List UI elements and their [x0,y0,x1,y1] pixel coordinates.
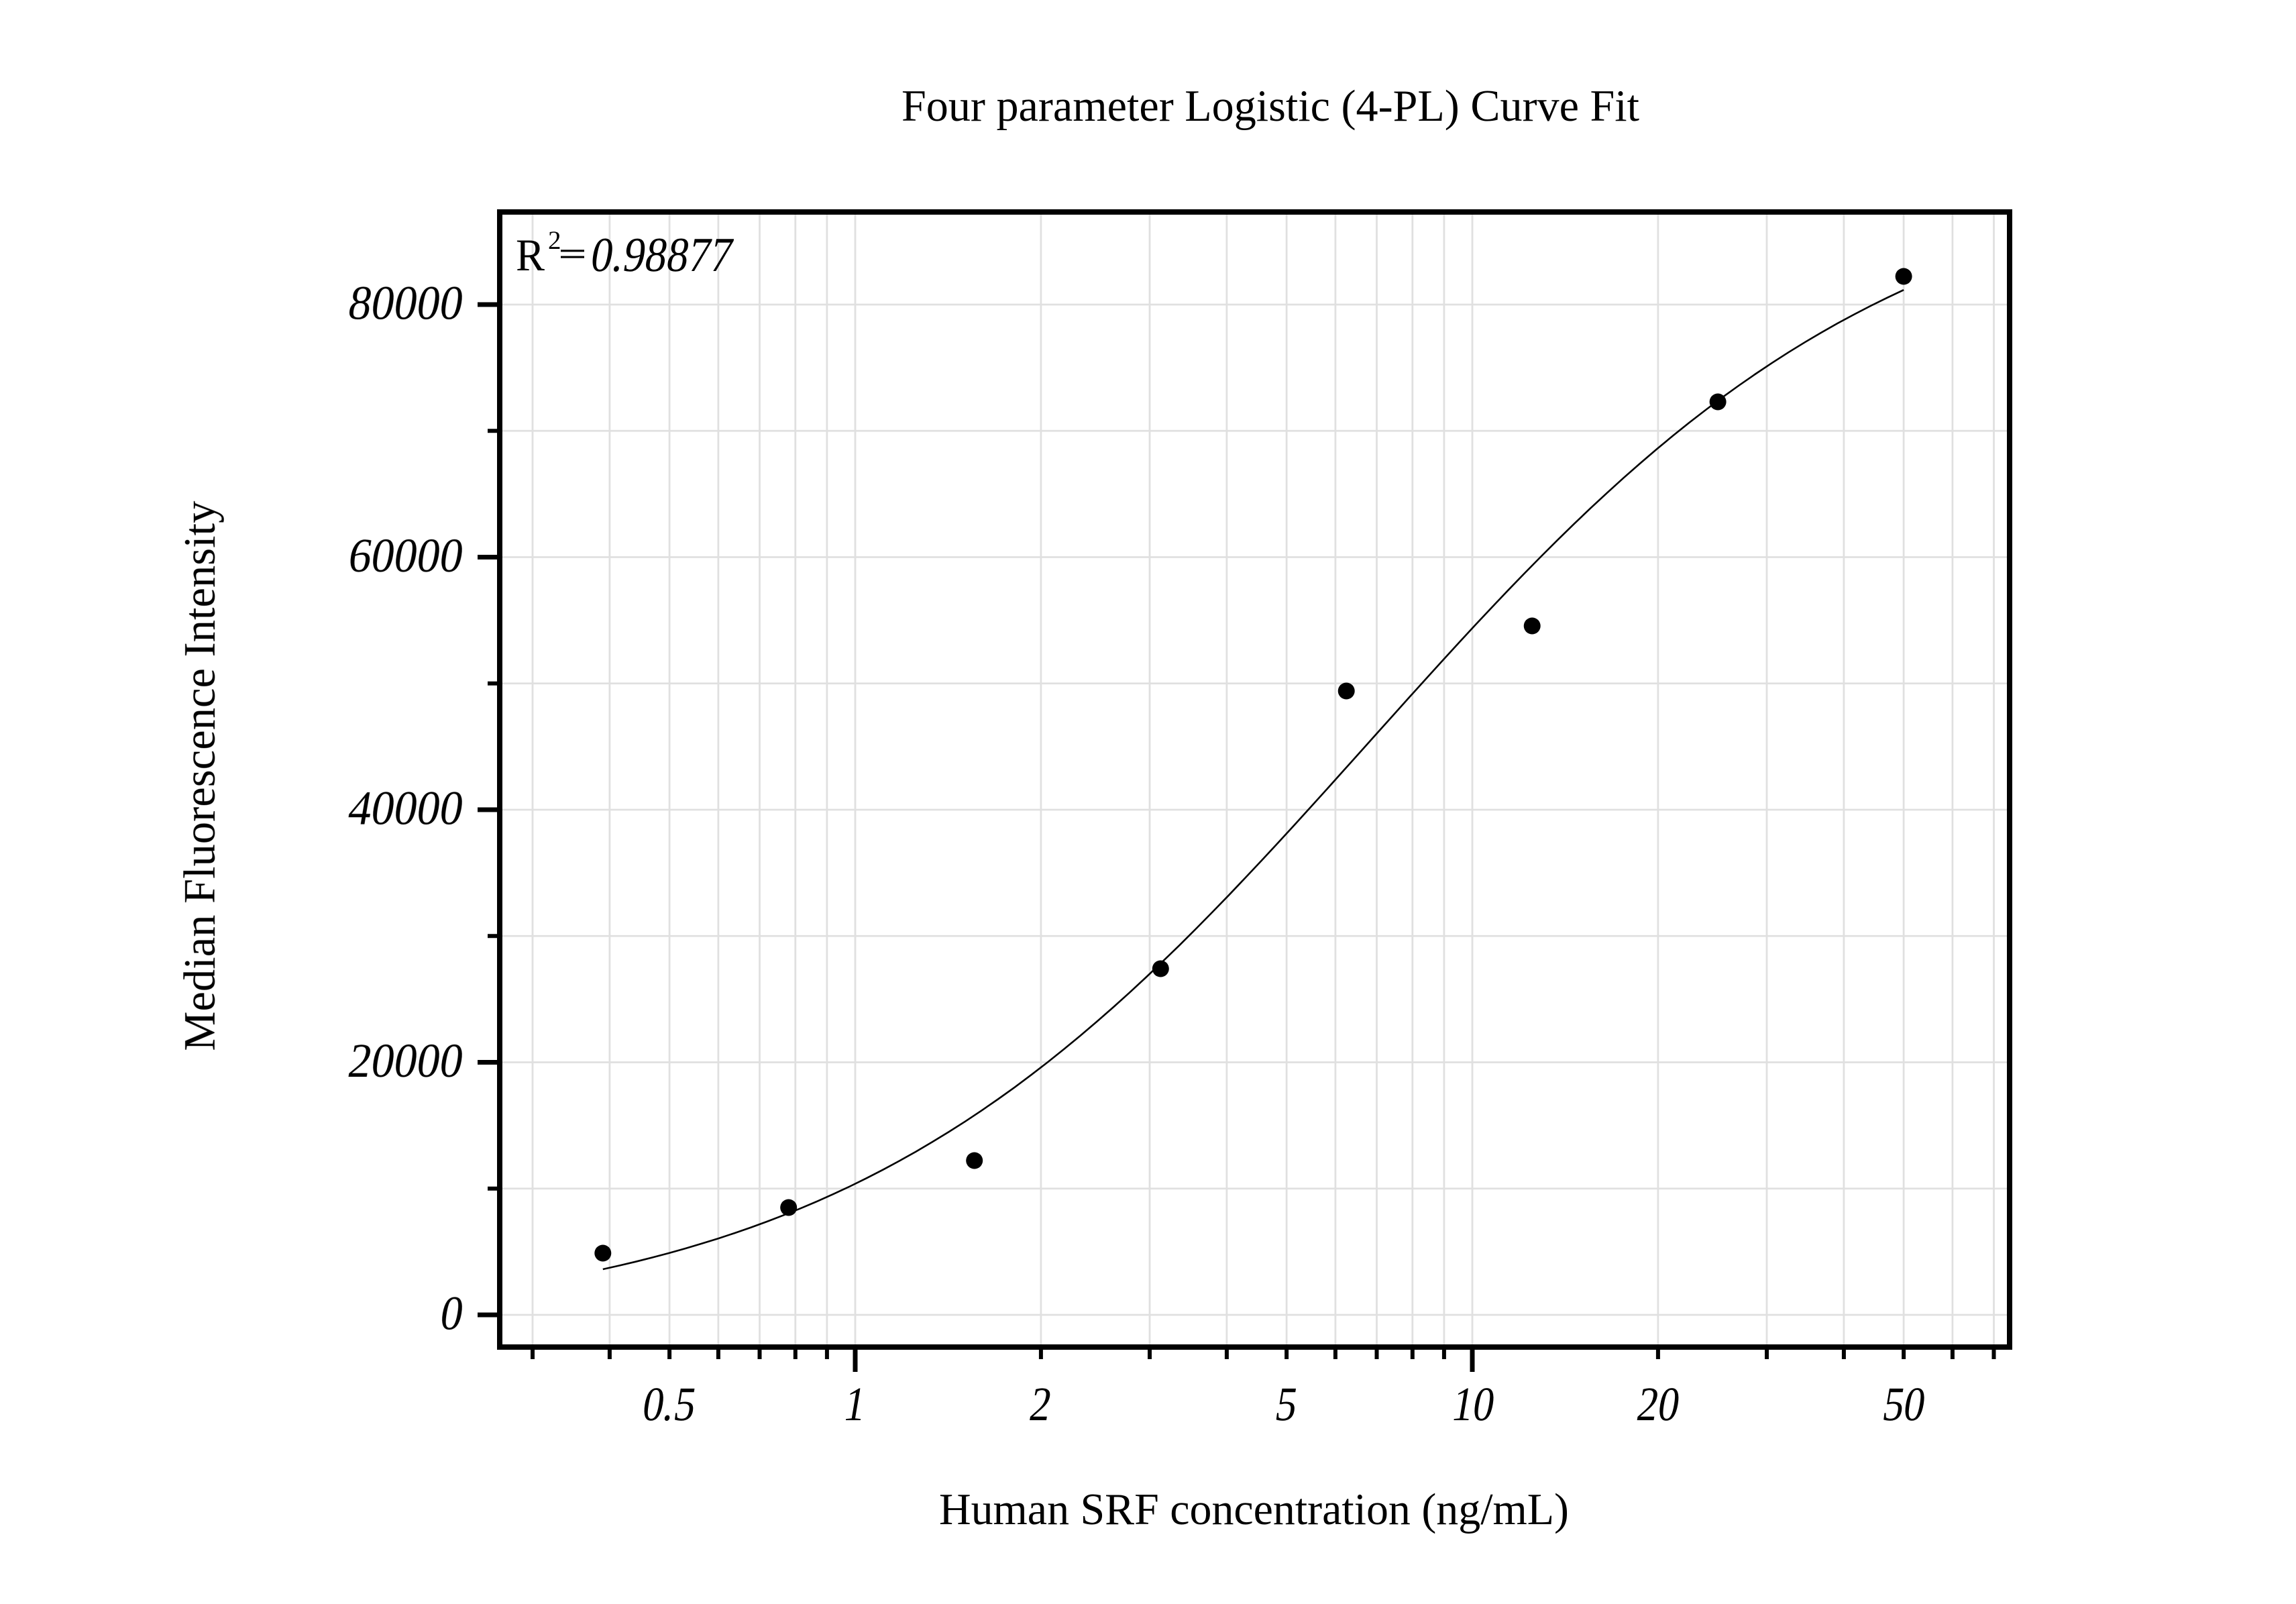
svg-text:0.5: 0.5 [639,1377,700,1430]
svg-text:R: R [516,229,545,280]
svg-text:Human SRF concentration (ng/mL: Human SRF concentration (ng/mL) [939,1485,1569,1534]
svg-text:40000: 40000 [345,781,468,835]
svg-text:Median Fluorescence Intensity: Median Fluorescence Intensity [175,500,225,1051]
svg-text:20: 20 [1633,1377,1684,1430]
svg-text:20000: 20000 [345,1033,468,1087]
svg-text:Four parameter Logistic (4-PL): Four parameter Logistic (4-PL) Curve Fit [901,81,1639,131]
svg-text:2: 2 [548,226,561,255]
svg-text:80000: 80000 [345,276,468,329]
svg-text:0.98877: 0.98877 [587,227,736,281]
svg-text:50: 50 [1879,1377,1929,1430]
svg-text:60000: 60000 [345,528,468,582]
svg-text:10: 10 [1448,1377,1498,1430]
